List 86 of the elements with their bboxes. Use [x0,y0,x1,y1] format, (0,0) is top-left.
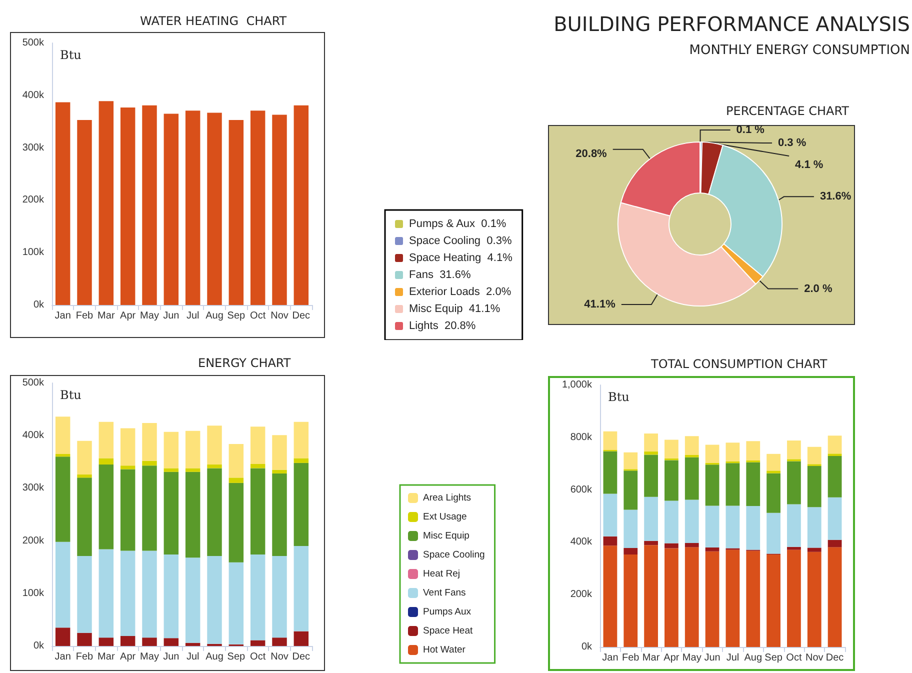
chart-title: TOTAL CONSUMPTION CHART [650,357,828,371]
y-tick-label: 400k [570,536,593,548]
y-axis-title: Btu [608,390,630,404]
legend-label: Pumps Aux [423,606,472,618]
legend-label: Hot Water [423,644,466,656]
y-tick-label: 200k [22,535,45,546]
legend-label: Heat Rej [423,568,460,580]
y-axis-title: Btu [60,48,82,62]
x-tick-label: Nov [270,310,288,322]
x-tick-label: Jan [54,310,71,322]
x-tick-label: Oct [786,652,802,664]
y-tick-label: 200k [22,194,45,206]
x-tick-label: May [682,652,702,664]
x-tick-label: Jul [726,652,740,664]
x-tick-label: Apr [120,652,136,662]
x-tick-label: May [140,652,159,662]
text: BUILDING PERFORMANCE ANALYSIS [554,12,910,36]
y-tick-label: 500k [22,38,45,48]
x-tick-label: Mar [98,652,116,662]
x-tick-label: Aug [744,652,762,664]
x-tick-label: May [140,310,159,322]
y-tick-label: 800k [570,432,593,443]
x-tick-label: Nov [270,652,288,662]
x-tick-label: Dec [826,652,844,664]
legend-label: Ext Usage [423,512,467,522]
x-tick-label: Apr [664,652,680,664]
x-tick-label: Oct [250,652,266,662]
chart-title: PERCENTAGE CHART [726,104,850,118]
data-label: 41.1% [584,298,616,310]
x-tick-label: Jun [704,652,720,664]
x-tick-label: Sep [764,652,783,664]
y-tick-label: 300k [22,482,45,494]
data-label: 2.0 % [804,282,832,295]
legend-label: Fans 31.6% [409,269,471,281]
x-tick-label: Jun [163,310,180,322]
x-tick-label: Aug [206,652,224,662]
legend-label: Vent Fans [423,588,466,598]
data-label: 0.1 % [736,124,765,136]
legend-label: Space Cooling 0.3% [409,235,512,247]
data-label: 4.1 % [795,159,824,171]
x-tick-label: Oct [250,310,266,322]
data-label: 20.8% [576,148,608,160]
x-tick-label: Jan [602,652,618,664]
text: MONTHLY ENERGY CONSUMPTION [689,43,910,58]
legend-label: Misc Equip [423,530,470,542]
x-tick-label: Mar [98,310,116,322]
x-tick-label: Dec [292,652,310,662]
y-tick-label: 600k [570,484,593,496]
x-tick-label: Feb [76,652,94,662]
x-tick-label: Aug [206,310,224,322]
y-tick-label: 100k [22,588,45,599]
x-tick-label: Jul [186,310,200,322]
chart-title: ENERGY CHART [198,356,292,370]
legend-label: Lights 20.8% [409,320,476,332]
legend-label: Space Heating 4.1% [409,252,513,264]
x-tick-label: Dec [292,310,310,322]
legend-label: Exterior Loads 2.0% [409,286,512,298]
y-tick-label: 400k [22,90,45,101]
x-tick-label: Jul [186,652,200,662]
legend-label: Space Heat [423,626,474,636]
y-tick-label: 100k [22,247,45,258]
y-tick-label: 400k [22,430,45,442]
legend-label: Misc Equip 41.1% [409,303,500,315]
y-tick-label: 0k [33,300,45,310]
x-tick-label: Feb [622,652,640,664]
y-tick-label: 0k [33,640,45,652]
x-tick-label: Sep [227,652,246,662]
x-tick-label: Sep [227,310,246,322]
legend-label: Space Cooling [423,550,485,560]
data-label: 31.6% [820,190,852,203]
y-tick-label: 1,000k [562,380,593,390]
x-tick-label: Mar [642,652,660,664]
data-label: 0.3 % [778,137,806,149]
x-tick-label: Feb [76,310,94,322]
chart-title: WATER HEATING CHART [140,14,288,28]
x-tick-label: Nov [805,652,824,664]
x-tick-label: Jan [54,652,71,662]
legend-label: Pumps & Aux 0.1% [409,218,506,230]
y-tick-label: 0k [581,642,593,652]
y-axis-title: Btu [60,388,82,402]
y-tick-label: 300k [22,142,45,154]
legend-label: Area Lights [423,492,472,504]
y-tick-label: 200k [570,589,593,600]
x-tick-label: Apr [120,310,136,322]
y-tick-label: 500k [22,378,45,388]
x-tick-label: Jun [163,652,180,662]
